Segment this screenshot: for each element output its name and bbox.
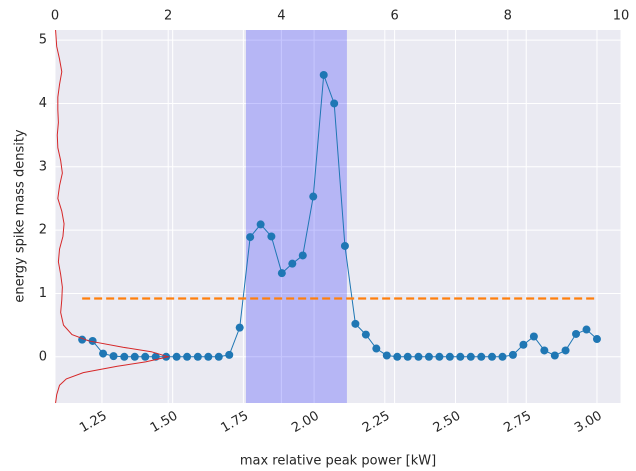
data-point: [403, 352, 412, 361]
x-tick-label: 1.25: [77, 409, 110, 436]
data-point: [382, 351, 391, 360]
y-tick-label: 4: [39, 96, 47, 111]
y-tick-label: 5: [39, 33, 47, 48]
data-point: [456, 352, 465, 361]
data-point: [267, 232, 276, 241]
data-point: [372, 344, 381, 353]
x-tick-label: 2.75: [501, 409, 534, 436]
x-tick-label: 2.00: [289, 409, 322, 436]
data-point: [172, 352, 181, 361]
data-point: [508, 350, 517, 359]
data-point: [361, 330, 370, 339]
data-point: [193, 352, 202, 361]
data-point: [319, 70, 328, 79]
data-point: [572, 329, 581, 338]
data-point: [225, 350, 234, 359]
data-point: [214, 352, 223, 361]
data-point: [99, 349, 108, 358]
x2-tick-label: 2: [164, 9, 172, 24]
x-tick-label: 3.00: [572, 409, 605, 436]
data-point: [477, 352, 486, 361]
data-point: [130, 352, 139, 361]
data-point: [540, 346, 549, 355]
data-point: [288, 259, 297, 268]
data-point: [519, 340, 528, 349]
y-tick-label: 0: [39, 349, 47, 364]
data-point: [309, 192, 318, 201]
y-axis-label: energy spike mass density: [13, 129, 28, 303]
data-point: [183, 352, 192, 361]
data-point: [120, 352, 129, 361]
data-point: [466, 352, 475, 361]
data-point: [298, 251, 307, 260]
x-axis-label: max relative peak power [kW]: [240, 454, 436, 469]
data-point: [498, 352, 507, 361]
data-point: [351, 319, 360, 328]
data-point: [88, 336, 97, 345]
x2-tick-label: 4: [277, 9, 285, 24]
data-point: [277, 269, 286, 278]
y-tick-label: 2: [39, 223, 47, 238]
data-point: [246, 233, 255, 242]
data-point: [561, 346, 570, 355]
data-point: [340, 241, 349, 250]
data-point: [550, 351, 559, 360]
data-point: [235, 323, 244, 332]
data-point: [204, 352, 213, 361]
x2-tick-label: 10: [613, 9, 630, 24]
data-point: [424, 352, 433, 361]
highlight-span: [245, 30, 347, 403]
x-tick-label: 2.50: [431, 409, 464, 436]
data-point: [393, 352, 402, 361]
x-tick-label: 2.25: [360, 409, 393, 436]
data-point: [488, 352, 497, 361]
data-point: [435, 352, 444, 361]
x-tick-label: 1.75: [219, 409, 252, 436]
data-point: [256, 220, 265, 229]
x2-tick-label: 6: [390, 9, 398, 24]
y-tick-label: 1: [39, 286, 47, 301]
data-point: [529, 332, 538, 341]
y-tick-label: 3: [39, 159, 47, 174]
data-point: [582, 325, 591, 334]
data-point: [445, 352, 454, 361]
data-point: [141, 352, 150, 361]
x2-tick-label: 8: [504, 9, 512, 24]
x2-tick-label: 0: [51, 9, 59, 24]
data-point: [330, 99, 339, 108]
series-line: [55, 29, 171, 404]
data-point: [414, 352, 423, 361]
data-point: [592, 335, 601, 344]
data-point: [109, 352, 118, 361]
x-tick-label: 1.50: [148, 409, 181, 436]
